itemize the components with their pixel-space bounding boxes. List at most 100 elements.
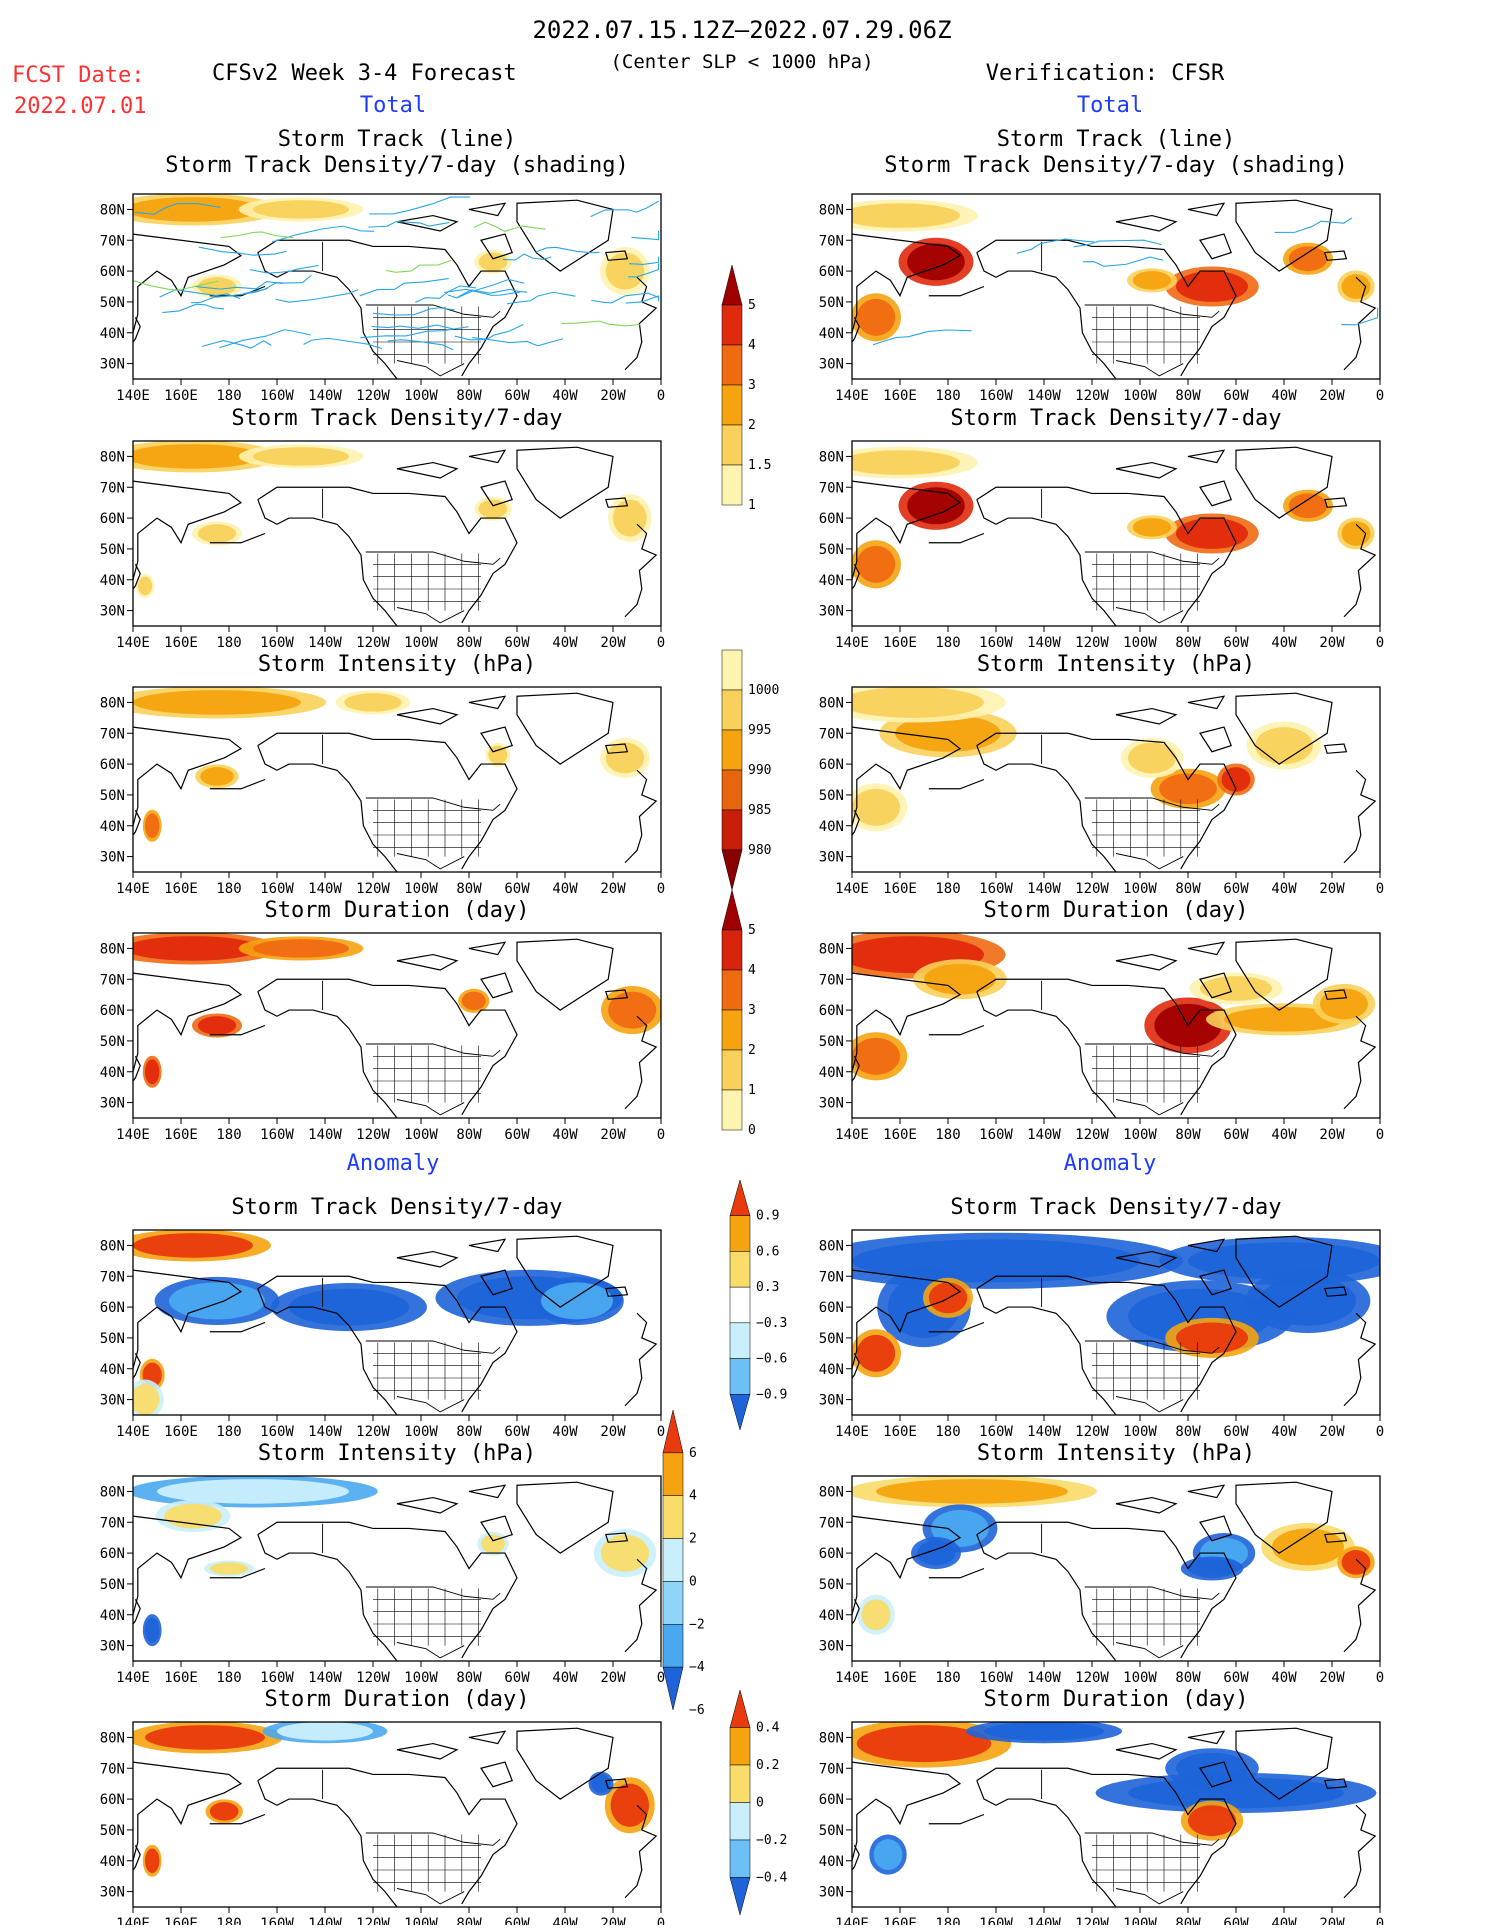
x-tick-label: 0 [1376,1916,1384,1925]
map-data-layer [852,1230,1380,1415]
data-shade [876,1479,1068,1504]
coastline [133,564,141,590]
border-us-canada [1084,304,1220,318]
data-shade [197,277,237,296]
data-shade [931,1509,989,1547]
map-data-layer [133,1476,661,1661]
data-shade [461,991,486,1011]
x-tick-label: 160E [883,1127,917,1143]
y-tick-label: 60N [819,511,844,527]
panel-title: Storm Track Density/7-day [231,1195,562,1220]
y-tick-label: 80N [819,941,844,957]
colorbar-label: −0.4 [756,1871,787,1886]
y-tick-label: 80N [100,1484,125,1500]
coastline [605,1778,629,1789]
colorbar-cap [729,1877,751,1916]
y-tick-label: 40N [100,819,125,835]
y-tick-label: 50N [819,1331,844,1347]
colorbar-intensity-total: 1000 995 990 985 980 [721,649,779,891]
y-tick-label: 70N [100,972,125,988]
colorbar-swatch [721,689,743,731]
right-verification-title: Verification: CFSR [986,61,1225,86]
coastline [1199,233,1232,260]
coastline [133,1845,141,1871]
map-panel-cfsr-1: 80N 70N 60N 50N 40N 30N 140E 160E 180 160W 140W 120… [819,406,1385,651]
coastline [1187,449,1226,464]
coastline [257,991,398,1118]
coastline [1343,1312,1377,1407]
data-shade [852,203,960,228]
colorbar-swatch [729,1839,751,1878]
coastline [852,317,860,343]
data-shade [856,1334,896,1372]
gulf-coast [396,853,465,870]
coastline [516,1235,614,1308]
x-tick-label: 0 [657,881,665,897]
x-tick-label: 140E [116,1424,150,1440]
map-frame [132,193,662,380]
coastline [605,250,629,261]
coastline [133,1056,141,1082]
colorbar-cap [729,1689,751,1728]
colorbar-cap [729,1394,751,1431]
storm-track-line [629,256,660,265]
data-shade [200,767,234,786]
map-panel-cfsv2-3: 80N 70N 60N 50N 40N 30N 140E 160E 180 160W 140W 120… [100,898,666,1143]
x-tick-label: 120W [356,1127,390,1143]
map-data-layer [133,441,661,626]
storm-track-line [591,292,659,304]
panel-title: Storm Duration (day) [265,898,530,923]
data-shade [605,742,645,774]
x-tick-label: 20W [1319,1127,1345,1143]
data-shade [253,939,349,958]
colorbar-swatch [729,1727,751,1766]
coastline [1235,1481,1333,1554]
data-shade [852,687,984,718]
map-data-layer [852,1722,1380,1907]
border-us-canada [1084,1586,1220,1600]
y-tick-label: 80N [819,1730,844,1746]
x-tick-label: 160W [979,1424,1013,1440]
panel-title: Storm Duration (day) [265,1687,530,1712]
colorbar-swatch [721,1049,743,1091]
coastline [133,726,243,826]
border-us-canada [365,304,501,318]
data-shade [608,991,657,1029]
coastline [257,1288,398,1415]
colorbar-label: 3 [748,378,756,393]
x-tick-label: 140E [835,1670,869,1686]
x-tick-label: 0 [657,635,665,651]
coastline [928,1813,985,1825]
colorbar-cap [721,849,743,891]
data-shade [133,197,261,222]
x-tick-label: 40W [1271,635,1297,651]
gulf-coast [396,1099,465,1116]
coastline [852,480,962,580]
x-tick-label: 160W [260,635,294,651]
storm-track-line [1073,239,1162,248]
colorbar-label: 0 [689,1574,697,1589]
coastline [480,233,513,260]
x-tick-label: 120W [1075,1127,1109,1143]
y-tick-label: 30N [100,604,125,620]
coastline [928,1321,985,1333]
x-tick-label: 180 [935,388,960,404]
y-tick-label: 60N [100,1792,125,1808]
map-frame [132,1475,662,1662]
data-shade [145,1848,160,1874]
colorbar-label: 995 [748,723,771,738]
map-data-layer [852,441,1380,626]
x-tick-label: 160E [164,388,198,404]
x-tick-label: 0 [1376,388,1384,404]
coastline [624,1804,658,1899]
x-tick-label: 160E [883,1424,917,1440]
x-tick-label: 80W [456,1916,482,1925]
y-tick-label: 50N [819,295,844,311]
coastline [1343,1804,1377,1899]
coastline [976,486,1237,624]
x-tick-label: 20W [600,388,626,404]
x-tick-label: 60W [504,1424,530,1440]
coastline [1187,695,1226,710]
y-tick-label: 30N [819,604,844,620]
data-shade [1224,1007,1344,1032]
